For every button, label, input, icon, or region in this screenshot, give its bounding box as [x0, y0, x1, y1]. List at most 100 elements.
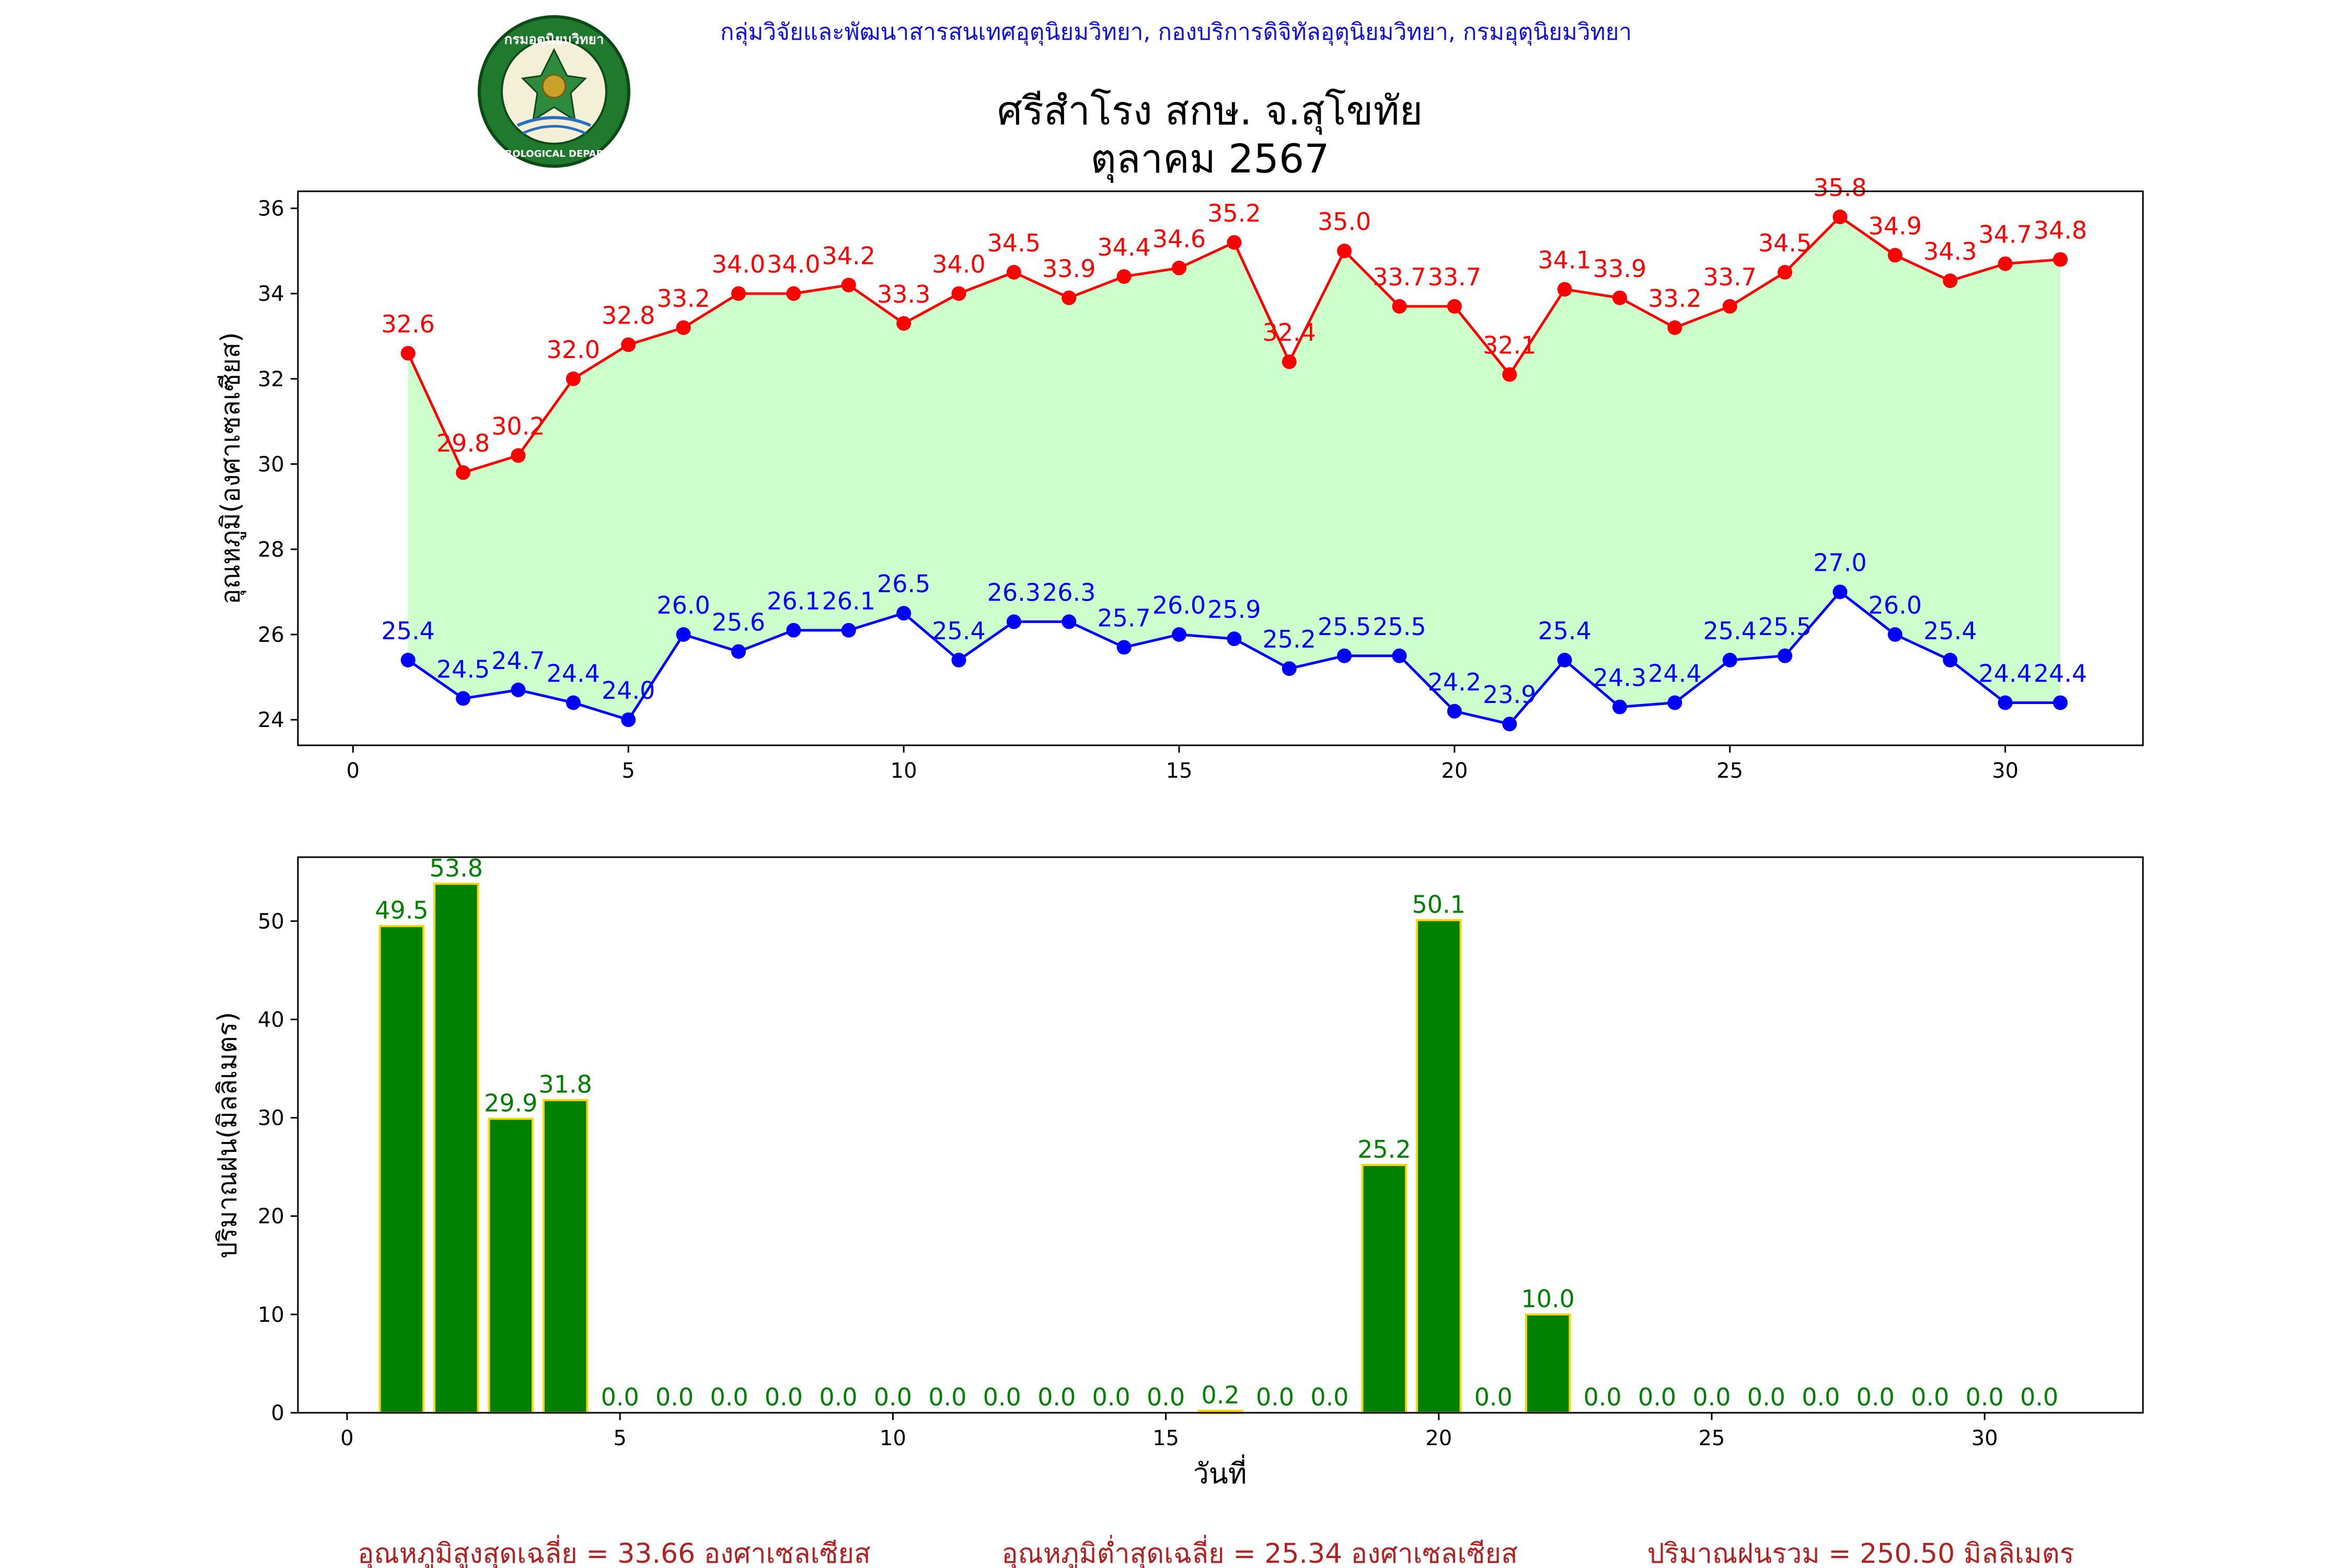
tmax-value-label: 34.7 [1978, 221, 2032, 249]
station-title: ศรีสำโรง สกษ. จ.สุโขทัย [997, 87, 1423, 135]
temperature-range-fill [408, 216, 2060, 724]
rainfall-chart: 49.553.8 29.931.8 0.0 0.0 0.0 0.0 0.0 0.0 0.0 0.0… [212, 854, 2144, 1490]
tmax-point [1227, 235, 1242, 250]
rainfall-xtick-label: 20 [1425, 1426, 1452, 1450]
tmax-value-label: 33.7 [1703, 263, 1756, 291]
tmax-point [786, 286, 801, 301]
tmax-value-label: 33.7 [1428, 263, 1481, 291]
rain-value-label: 0.2 [1201, 1381, 1239, 1409]
rain-bar [1525, 1313, 1571, 1414]
tmax-value-label: 30.2 [491, 412, 545, 441]
rainfall-labels-layer: 49.553.8 29.931.8 0.0 0.0 0.0 0.0 0.0 0.0 0.0 0.0… [375, 854, 2058, 1411]
tmax-value-label: 35.0 [1318, 207, 1371, 236]
tmin-value-label: 27.0 [1813, 548, 1866, 577]
temperature-axes: 0 5 10 15 20 25 30 24 26 28 30 32 34 36 [258, 197, 2019, 783]
rain-value-label: 50.1 [1412, 890, 1466, 918]
tmax-point [1998, 256, 2013, 271]
tmax-point [2053, 252, 2068, 267]
tmax-point [731, 286, 746, 301]
temperature-ytick-label: 34 [258, 282, 284, 306]
temperature-plot-frame [297, 190, 2144, 746]
tmax-point [1667, 320, 1682, 335]
temperature-xtick-label: 25 [1716, 759, 1743, 783]
tmin-point [566, 695, 581, 710]
temperature-labels-layer: 32.629.830.232.032.833.234.0 34.0 34.233.3… [382, 174, 2088, 709]
rain-value-label: 0.0 [1966, 1383, 2004, 1411]
rain-value-label: 0.0 [765, 1383, 803, 1411]
tmax-point [1832, 209, 1848, 224]
tmin-value-label: 24.3 [1593, 664, 1646, 692]
tmax-point [1006, 264, 1021, 280]
tmax-value-label: 33.7 [1373, 263, 1426, 291]
tmin-point [1557, 652, 1572, 667]
tmax-point [1502, 367, 1517, 382]
tmax-value-label: 34.5 [987, 229, 1041, 257]
tmin-value-label: 25.5 [1758, 613, 1812, 641]
tmax-point [1337, 244, 1352, 259]
tmin-point [1171, 627, 1186, 642]
temperature-xtick-label: 0 [347, 759, 360, 783]
rain-bar [1361, 1163, 1408, 1414]
rainfall-ytick-label: 30 [258, 1106, 284, 1131]
tmin-point [1337, 648, 1352, 663]
tmin-value-label: 25.2 [1263, 625, 1316, 653]
tmin-value-label: 25.7 [1097, 604, 1150, 632]
rainfall-ytick-label: 0 [271, 1401, 284, 1425]
rain-value-label: 0.0 [1857, 1383, 1895, 1411]
tmax-point [896, 316, 912, 331]
rain-value-label: 0.0 [710, 1383, 748, 1411]
tmax-value-label: 34.8 [2034, 216, 2087, 244]
tmin-value-label: 25.4 [1923, 617, 1977, 645]
tmin-value-label: 25.6 [712, 608, 765, 637]
tmin-point [1116, 640, 1132, 655]
tmax-point [621, 337, 636, 352]
rain-value-label: 25.2 [1357, 1135, 1411, 1163]
tmin-point [951, 652, 966, 667]
tmax-point [1557, 282, 1572, 297]
tmax-value-label: 34.9 [1869, 212, 1922, 240]
tmax-value-label: 32.4 [1263, 318, 1316, 347]
tmax-value-label: 33.2 [656, 284, 710, 313]
rainfall-xtick-label: 5 [613, 1426, 626, 1450]
temperature-xtick-label: 15 [1166, 759, 1193, 783]
temperature-xtick-label: 20 [1441, 759, 1468, 783]
tmax-point [511, 448, 526, 463]
temperature-ytick-label: 28 [258, 538, 284, 562]
temperature-xtick-label: 30 [1992, 759, 2019, 783]
tmin-point [1447, 704, 1462, 719]
rain-value-label: 0.0 [819, 1383, 857, 1411]
tmin-point [1062, 614, 1077, 629]
logo-bottom-text: METEOROLOGICAL DEPARTMENT [468, 148, 640, 159]
summary-tmin-avg: อุณหภูมิต่ำสุดเฉลี่ย = 25.34 องศาเซลเซีย… [1001, 1535, 1517, 1568]
tmax-value-label: 34.2 [822, 241, 875, 270]
rain-bar [1415, 919, 1462, 1414]
tmd-seal-icon: กรมอุตุนิยมวิทยา METEOROLOGICAL DEPARTME… [468, 15, 640, 168]
tmin-value-label: 23.9 [1483, 681, 1536, 709]
temperature-ytick-label: 26 [258, 623, 284, 647]
tmin-point [511, 683, 526, 697]
tmax-value-label: 33.2 [1648, 284, 1701, 313]
tmax-value-label: 33.9 [1593, 255, 1646, 283]
tmax-point [1943, 273, 1958, 289]
tmax-value-label: 33.3 [877, 280, 930, 308]
tmax-point [1116, 269, 1132, 284]
tmin-value-label: 24.2 [1428, 668, 1481, 696]
summary-tmax-avg: อุณหภูมิสูงสุดเฉลี่ย = 33.66 องศาเซลเซีย… [358, 1535, 871, 1568]
tmin-value-label: 26.0 [1152, 591, 1206, 619]
tmax-value-label: 29.8 [436, 429, 490, 457]
rainfall-xlabel: วันที่ [1193, 1454, 1247, 1490]
rain-value-label: 0.0 [1310, 1383, 1348, 1411]
month-title: ตุลาคม 2567 [1090, 135, 1329, 183]
tmin-value-label: 26.0 [656, 591, 710, 619]
rainfall-bars-layer [378, 882, 1571, 1414]
rainfall-ytick-label: 10 [258, 1303, 284, 1327]
rain-value-label: 0.0 [601, 1383, 639, 1411]
rain-value-label: 0.0 [1911, 1383, 1949, 1411]
tmin-point [896, 606, 912, 621]
tmin-point [1778, 648, 1793, 663]
tmin-point [1998, 695, 2013, 710]
tmax-point [1062, 290, 1077, 305]
temperature-xtick-label: 10 [891, 759, 917, 783]
tmin-point [1943, 652, 1958, 667]
rain-value-label: 10.0 [1521, 1285, 1574, 1313]
